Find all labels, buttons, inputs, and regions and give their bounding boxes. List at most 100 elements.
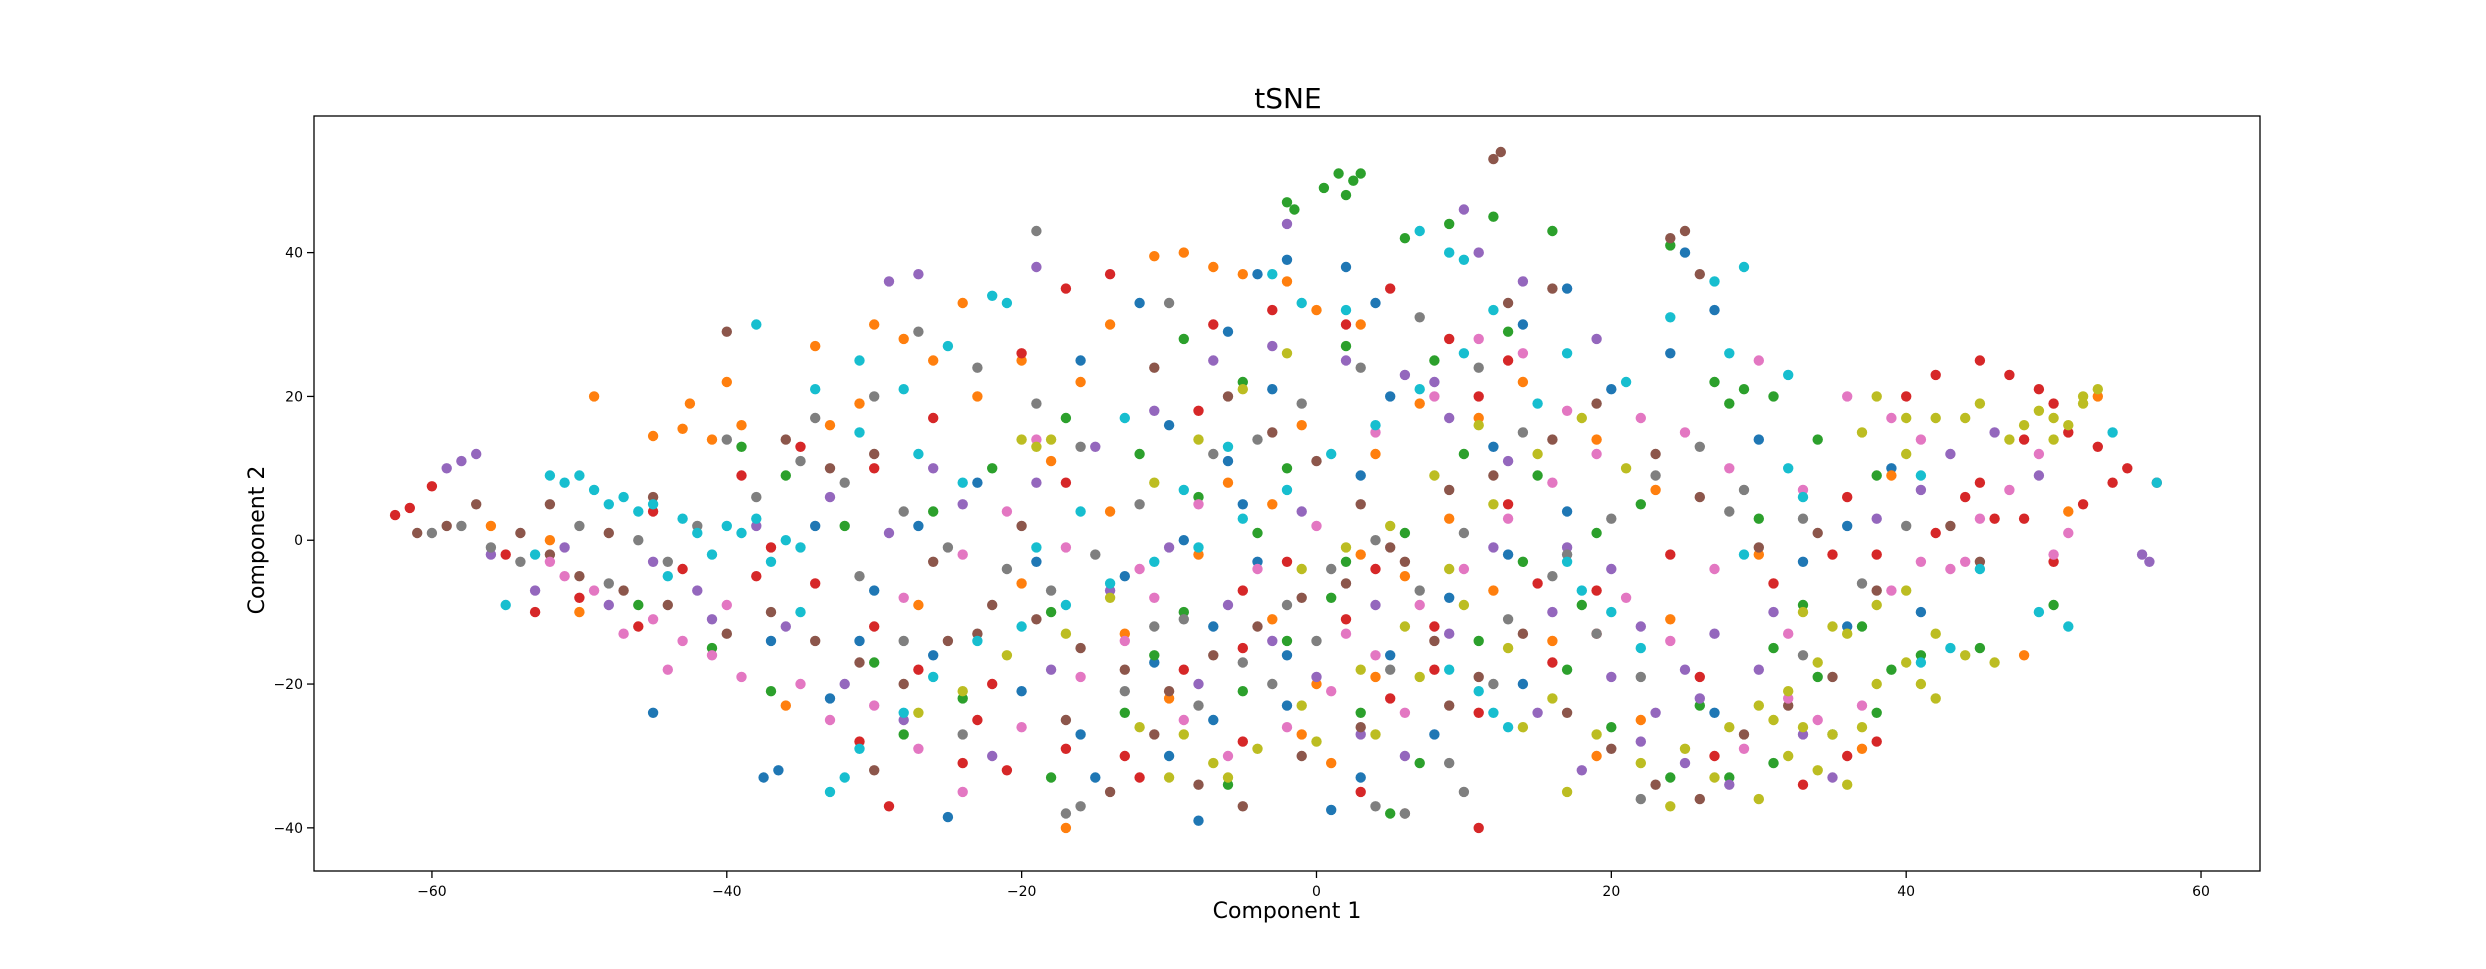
scatter-point-s7-3	[515, 556, 526, 567]
scatter-point-s0-39	[1679, 247, 1691, 258]
scatter-point-s4-44	[1149, 405, 1160, 416]
y-axis-label: Component 2	[245, 466, 270, 615]
scatter-point-s4-61	[1915, 484, 1927, 496]
scatter-point-s1-45	[1296, 420, 1307, 431]
scatter-point-s2-29	[1517, 556, 1529, 567]
scatter-point-s8-27	[1827, 729, 1838, 740]
scatter-point-s4-32	[1827, 772, 1838, 783]
scatter-point-s2-5	[1281, 197, 1293, 208]
scatter-point-s5-55	[1502, 297, 1514, 309]
scatter-point-s3-17	[1237, 585, 1249, 596]
scatter-point-s4-38	[1502, 455, 1514, 467]
scatter-point-s9-44	[898, 384, 909, 395]
scatter-point-s2-51	[1458, 448, 1470, 460]
scatter-point-s1-7	[810, 340, 821, 352]
scatter-point-s2-14	[1768, 391, 1779, 402]
scatter-point-s1-17	[1311, 304, 1322, 316]
scatter-point-s2-20	[1045, 772, 1057, 783]
scatter-point-s7-58	[1355, 362, 1366, 373]
scatter-point-s6-39	[2063, 527, 2074, 539]
scatter-point-s4-58	[1591, 333, 1602, 345]
scatter-point-s9-74	[1620, 376, 1632, 388]
scatter-point-s8-71	[1488, 499, 1499, 510]
scatter-point-s4-64	[2033, 470, 2045, 481]
scatter-point-s6-57	[1429, 391, 1440, 402]
scatter-point-s5-3	[544, 549, 556, 560]
scatter-point-s5-33	[1665, 233, 1676, 244]
scatter-point-s8-35	[1901, 657, 1912, 668]
scatter-point-s5-39	[869, 448, 880, 460]
scatter-point-s0-44	[1842, 520, 1853, 532]
scatter-point-s9-32	[1281, 484, 1293, 496]
scatter-point-s4-37	[1561, 542, 1573, 553]
scatter-point-s9-27	[1060, 599, 1072, 611]
scatter-point-s8-53	[1901, 412, 1912, 424]
plot-area-frame	[313, 115, 2261, 872]
scatter-point-s3-5	[574, 592, 585, 603]
scatter-point-s9-53	[1473, 686, 1484, 697]
scatter-point-s9-63	[1974, 563, 1986, 575]
scatter-point-s5-59	[1311, 455, 1322, 467]
scatter-point-s9-71	[1296, 297, 1307, 309]
scatter-point-s4-43	[1208, 355, 1219, 366]
scatter-point-s6-47	[721, 599, 732, 611]
scatter-point-s9-65	[1738, 549, 1750, 560]
scatter-point-s6-9	[869, 700, 880, 711]
scatter-point-s2-76	[1281, 463, 1293, 474]
scatter-point-s8-41	[2018, 420, 2030, 431]
scatter-point-s6-34	[1915, 556, 1927, 567]
scatter-point-s3-7	[677, 563, 688, 575]
scatter-point-s2-57	[1060, 412, 1072, 424]
scatter-point-s4-21	[1488, 542, 1499, 553]
scatter-point-s4-22	[1547, 606, 1558, 618]
scatter-point-s7-13	[1045, 585, 1057, 596]
scatter-point-s5-51	[1444, 700, 1455, 711]
scatter-point-s4-65	[2136, 549, 2148, 560]
scatter-point-s9-62	[2063, 621, 2074, 632]
scatter-point-s9-39	[1414, 225, 1425, 237]
scatter-point-s8-55	[1901, 448, 1912, 460]
scatter-point-s6-61	[1620, 592, 1632, 603]
scatter-point-s4-28	[1679, 757, 1691, 769]
scatter-point-s9-30	[1193, 542, 1204, 553]
scatter-point-s4-50	[751, 520, 762, 532]
scatter-point-s7-2	[485, 542, 497, 553]
scatter-point-s4-15	[1222, 599, 1234, 611]
scatter-point-s4-16	[1267, 635, 1278, 647]
scatter-point-s5-29	[1694, 793, 1706, 805]
scatter-point-s6-43	[1842, 391, 1853, 402]
scatter-point-s2-7	[1399, 233, 1411, 244]
scatter-point-s3-53	[1768, 578, 1779, 589]
scatter-point-s9-51	[1488, 707, 1499, 718]
scatter-point-s5-46	[1193, 779, 1204, 790]
scatter-point-s9-52	[1502, 722, 1514, 733]
scatter-point-s2-12	[1709, 376, 1720, 388]
scatter-point-s6-51	[1060, 542, 1072, 553]
scatter-point-s6-19	[1370, 650, 1381, 661]
scatter-point-s7-68	[1797, 650, 1809, 661]
scatter-point-s9-50	[751, 319, 762, 330]
scatter-point-s7-27	[1031, 225, 1042, 237]
scatter-point-s2-22	[1178, 606, 1190, 618]
scatter-point-s9-45	[854, 427, 865, 438]
scatter-point-s4-66	[2144, 556, 2155, 567]
scatter-point-s3-23	[1532, 578, 1543, 589]
scatter-point-s5-74	[603, 527, 614, 539]
scatter-point-s7-34	[1385, 664, 1396, 675]
scatter-point-s5-53	[1495, 146, 1507, 158]
x-tick-label: −20	[1007, 884, 1037, 900]
scatter-point-s7-63	[957, 729, 968, 740]
scatter-point-s1-0	[647, 430, 659, 442]
scatter-point-s0-25	[824, 693, 836, 704]
scatter-point-s8-77	[1473, 420, 1484, 431]
scatter-point-s9-0	[544, 470, 556, 481]
scatter-point-s2-58	[987, 463, 998, 474]
scatter-point-s1-46	[1222, 477, 1234, 488]
scatter-point-s9-49	[854, 355, 865, 366]
scatter-point-s0-52	[1208, 714, 1219, 726]
scatter-point-s8-25	[1768, 714, 1779, 726]
scatter-point-s8-79	[1385, 520, 1396, 532]
scatter-point-s7-20	[1370, 535, 1381, 546]
scatter-point-s8-58	[1237, 384, 1249, 395]
scatter-point-s0-11	[1370, 297, 1381, 309]
